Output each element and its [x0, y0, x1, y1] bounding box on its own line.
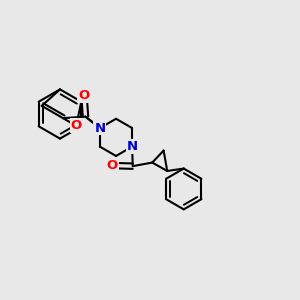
- Text: N: N: [127, 140, 138, 153]
- Text: O: O: [70, 119, 82, 132]
- Text: N: N: [94, 122, 106, 135]
- Text: O: O: [107, 159, 118, 172]
- Text: O: O: [78, 89, 90, 102]
